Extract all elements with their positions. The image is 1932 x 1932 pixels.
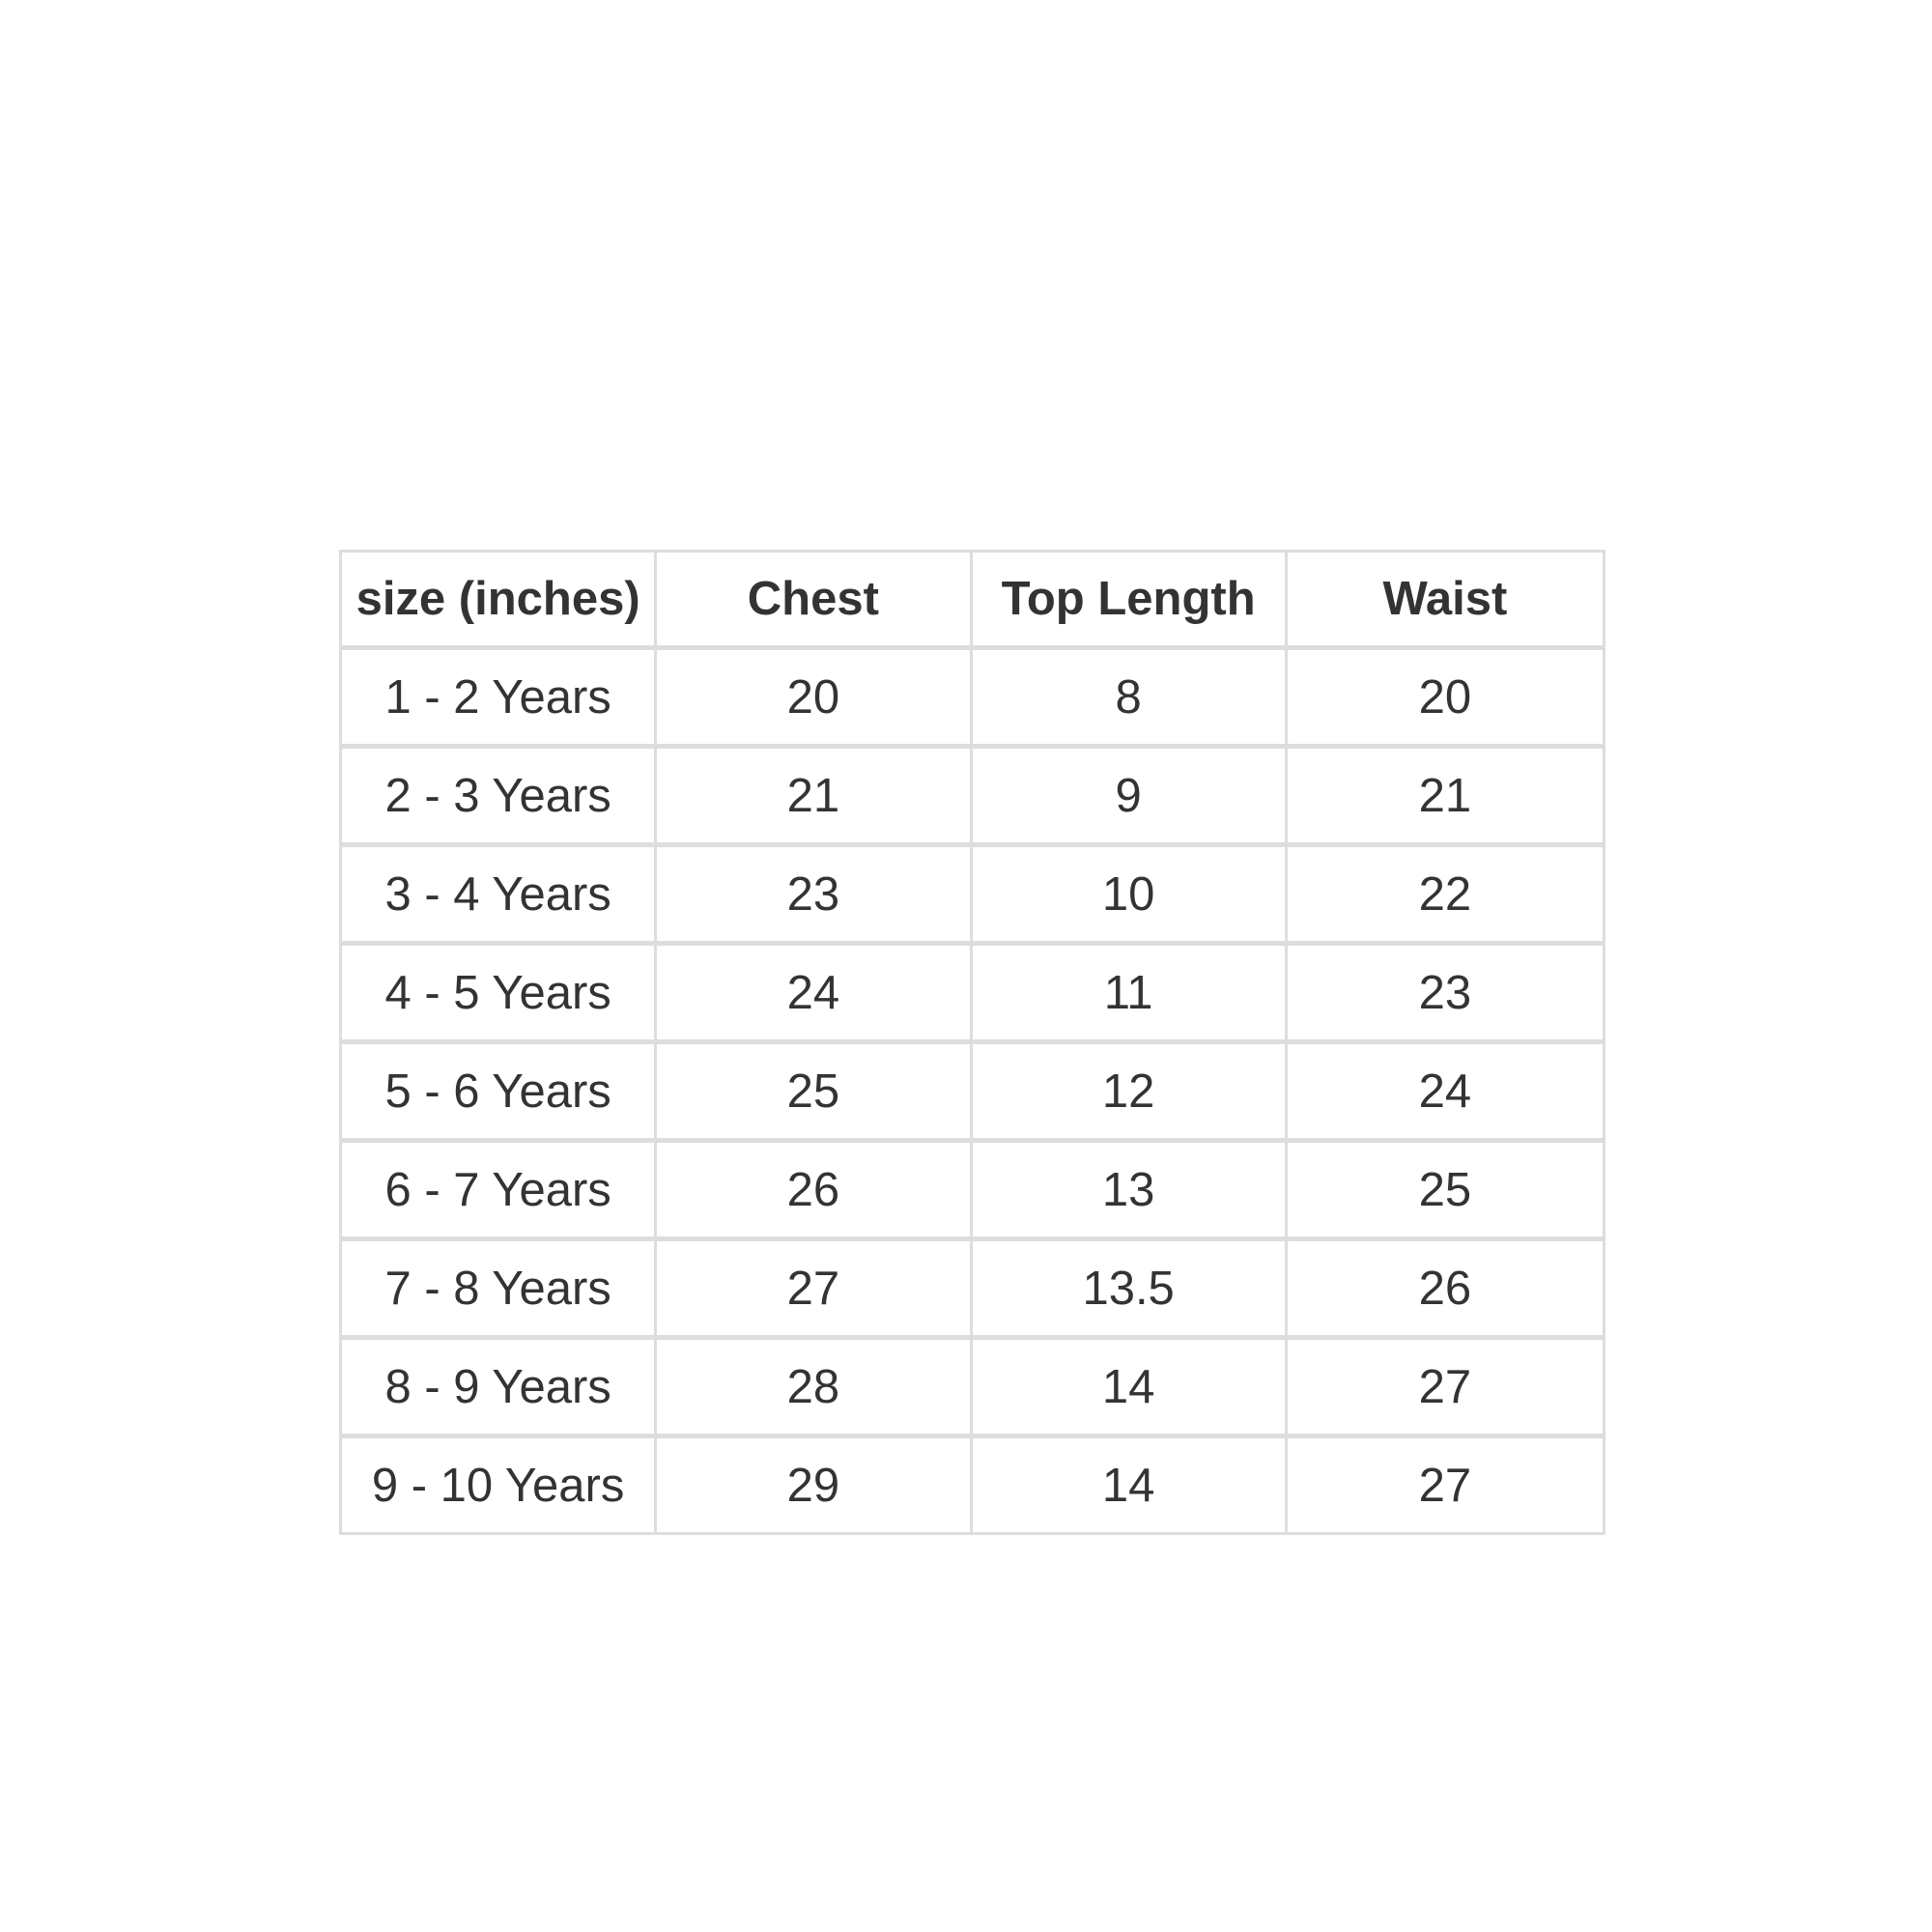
size-table: size (inches) Chest Top Length Waist 1 -… [339,550,1605,1535]
table-row: 7 - 8 Years 27 13.5 26 [342,1241,1603,1340]
table-body: 1 - 2 Years 20 8 20 2 - 3 Years 21 9 21 … [342,650,1603,1532]
cell-size: 6 - 7 Years [342,1143,658,1241]
table-row: 4 - 5 Years 24 11 23 [342,946,1603,1044]
cell-size: 7 - 8 Years [342,1241,658,1340]
size-chart: size (inches) Chest Top Length Waist 1 -… [339,550,1605,1535]
cell-waist: 23 [1287,946,1603,1044]
cell-top-length: 10 [972,847,1288,946]
table-row: 8 - 9 Years 28 14 27 [342,1340,1603,1438]
cell-chest: 25 [657,1044,973,1143]
table-row: 3 - 4 Years 23 10 22 [342,847,1603,946]
cell-chest: 21 [657,749,973,847]
header-row: size (inches) Chest Top Length Waist [342,553,1603,650]
cell-top-length: 11 [972,946,1288,1044]
cell-top-length: 14 [973,1438,1288,1532]
cell-size: 5 - 6 Years [342,1044,658,1143]
column-header-size: size (inches) [342,553,658,650]
table-row: 1 - 2 Years 20 8 20 [342,650,1603,749]
cell-chest: 29 [657,1438,973,1532]
cell-top-length: 12 [972,1044,1288,1143]
cell-chest: 28 [657,1340,973,1438]
cell-size: 2 - 3 Years [342,749,658,847]
cell-size: 8 - 9 Years [342,1340,658,1438]
column-header-waist: Waist [1287,553,1603,650]
table-row: 9 - 10 Years 29 14 27 [342,1438,1603,1532]
cell-waist: 26 [1287,1241,1603,1340]
cell-chest: 20 [657,650,973,749]
cell-waist: 22 [1287,847,1603,946]
table-row: 5 - 6 Years 25 12 24 [342,1044,1603,1143]
cell-waist: 24 [1287,1044,1603,1143]
cell-top-length: 14 [972,1340,1288,1438]
cell-size: 3 - 4 Years [342,847,658,946]
cell-top-length: 8 [972,650,1288,749]
cell-size: 4 - 5 Years [342,946,658,1044]
cell-chest: 27 [657,1241,973,1340]
cell-waist: 27 [1418,1459,1472,1512]
cell-chest: 24 [657,946,973,1044]
cell-waist: 20 [1287,650,1603,749]
cell-size: 1 - 2 Years [342,650,658,749]
column-header-chest: Chest [657,553,973,650]
cell-waist: 21 [1287,749,1603,847]
cell-top-length: 13 [972,1143,1288,1241]
cell-waist: 25 [1287,1143,1603,1241]
cell-size: 9 - 10 Years [342,1438,658,1532]
cell-top-length: 13.5 [972,1241,1288,1340]
table-header: size (inches) Chest Top Length Waist [342,553,1603,650]
table-row: 6 - 7 Years 26 13 25 [342,1143,1603,1241]
cell-waist: 27 [1287,1340,1603,1438]
column-header-top-length: Top Length [972,553,1288,650]
table-row: 2 - 3 Years 21 9 21 [342,749,1603,847]
cell-chest: 26 [657,1143,973,1241]
cell-chest: 23 [657,847,973,946]
cell-top-length: 9 [972,749,1288,847]
